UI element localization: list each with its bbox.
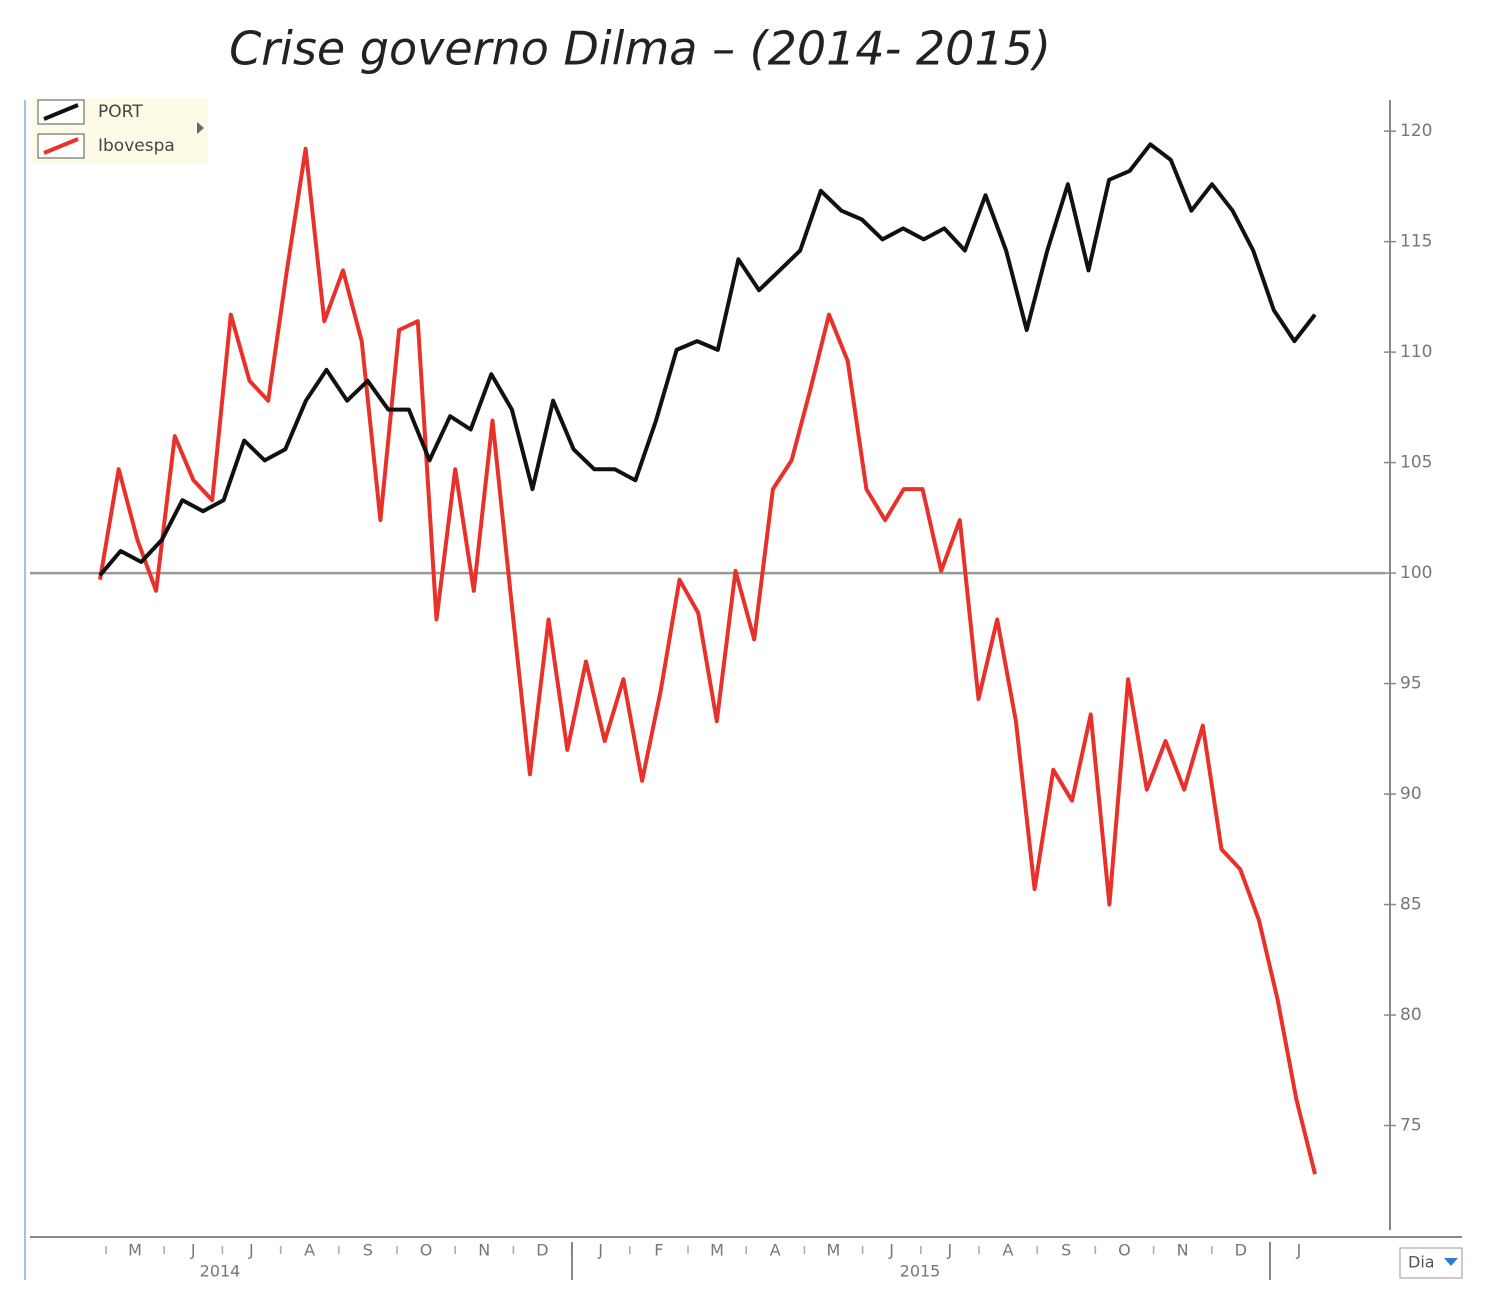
month-label: M — [826, 1241, 840, 1260]
legend-label: Ibovespa — [98, 136, 175, 156]
month-label: J — [597, 1241, 603, 1260]
month-label: A — [304, 1241, 315, 1260]
y-tick-label: 110 — [1400, 342, 1432, 362]
y-tick-label: 85 — [1400, 895, 1422, 915]
month-label: F — [654, 1241, 663, 1260]
y-tick-label: 100 — [1400, 563, 1432, 583]
month-label: J — [248, 1241, 254, 1260]
y-tick-label: 95 — [1400, 674, 1422, 694]
month-label: A — [770, 1241, 781, 1260]
month-label: J — [1296, 1241, 1302, 1260]
month-label: M — [710, 1241, 724, 1260]
year-label: 2014 — [200, 1262, 241, 1281]
legend-line — [43, 103, 79, 121]
y-tick-label: 80 — [1400, 1005, 1422, 1025]
month-label: N — [1177, 1241, 1189, 1260]
dropdown-label[interactable]: Dia — [1408, 1253, 1435, 1272]
month-label: J — [190, 1241, 196, 1260]
month-label: S — [363, 1241, 373, 1260]
month-label: N — [478, 1241, 490, 1260]
legend-arrow — [197, 122, 204, 134]
month-label: S — [1061, 1241, 1071, 1260]
y-tick-label: 90 — [1400, 784, 1422, 804]
period-selector[interactable]: Dia — [1399, 1247, 1463, 1279]
month-label: D — [536, 1241, 548, 1260]
legend-line — [43, 137, 79, 155]
month-label: M — [128, 1241, 142, 1260]
y-tick-label: 120 — [1400, 121, 1432, 141]
month-label: D — [1235, 1241, 1247, 1260]
chart-title: Crise governo Dilma – (2014- 2015) — [229, 22, 1051, 76]
month-label: O — [420, 1241, 433, 1260]
series-line — [98, 142, 1317, 577]
y-tick-label: 75 — [1400, 1116, 1422, 1136]
month-label: J — [888, 1241, 894, 1260]
year-label: 2015 — [900, 1262, 941, 1281]
month-label: O — [1118, 1241, 1131, 1260]
month-label: A — [1003, 1241, 1014, 1260]
series-line — [98, 146, 1317, 1175]
y-tick-label: 115 — [1400, 232, 1432, 252]
dropdown-arrow[interactable] — [1444, 1258, 1458, 1266]
month-label: J — [946, 1241, 952, 1260]
y-tick-label: 105 — [1400, 453, 1432, 473]
legend-label: PORT — [98, 102, 143, 122]
